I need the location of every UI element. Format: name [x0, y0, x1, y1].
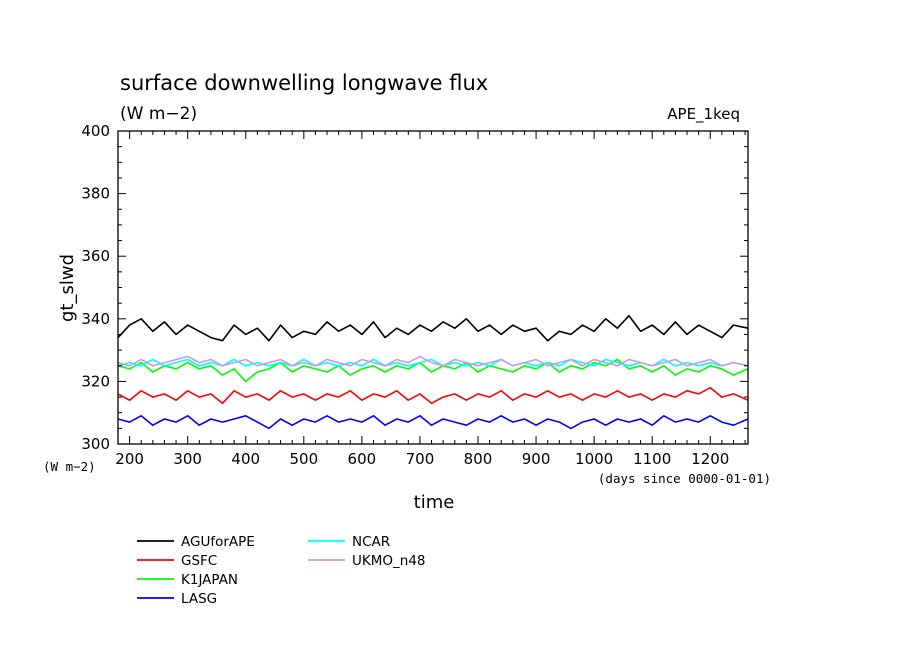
x-axis-label: time: [414, 492, 455, 513]
y-tick-label: 320: [81, 372, 110, 390]
legend-label-k1japan: K1JAPAN: [181, 572, 238, 588]
x-tick-label: 200: [115, 450, 144, 468]
legend-label-lasg: LASG: [181, 591, 217, 607]
x-tick-label: 900: [522, 450, 551, 468]
series-line-gsfc: [117, 386, 749, 405]
legend-label-ukmo-n48: UKMO_n48: [352, 553, 426, 569]
legend-label-aguforape: AGUforAPE: [181, 534, 255, 550]
y-tick-label: 400: [81, 122, 110, 140]
x-tick-label: 400: [231, 450, 260, 468]
x-tick-label: 600: [348, 450, 377, 468]
legend: AGUforAPE GSFC K1JAPAN LASG NCAR UKMO_n48: [137, 534, 426, 607]
chart-subtitle: (W m−2): [120, 104, 197, 124]
ticks-layer: 200 300 400 500 600 700 800 900 1000 1100 1200 300 3…: [81, 122, 748, 468]
x-tick-label: 500: [289, 450, 318, 468]
series-line-aguforape: [117, 314, 749, 342]
legend-label-gsfc: GSFC: [181, 553, 217, 569]
legend-label-ncar: NCAR: [352, 534, 390, 550]
y-tick-label: 300: [81, 435, 110, 453]
x-tick-label: 1100: [633, 450, 671, 468]
x-tick-label: 1000: [575, 450, 613, 468]
x-unit-label: (days since 0000-01-01): [598, 471, 771, 486]
x-tick-label: 1200: [691, 450, 729, 468]
experiment-tag: APE_1keq: [667, 105, 740, 124]
y-tick-label: 360: [81, 247, 110, 265]
plot-frame: [117, 130, 749, 445]
y-tick-label: 380: [81, 185, 110, 203]
series-layer: [117, 314, 749, 430]
y-axis-label: gt_slwd: [57, 254, 78, 322]
chart-title: surface downwelling longwave flux: [120, 71, 488, 95]
series-line-k1japan: [117, 358, 749, 383]
x-tick-label: 300: [173, 450, 202, 468]
x-tick-label: 800: [464, 450, 493, 468]
y-unit-label: (W m−2): [43, 459, 96, 474]
series-line-ukmo-n48: [117, 355, 749, 367]
x-tick-label: 700: [406, 450, 435, 468]
series-line-lasg: [117, 414, 749, 430]
y-tick-label: 340: [81, 310, 110, 328]
